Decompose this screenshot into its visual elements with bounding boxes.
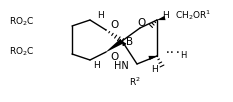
Text: H: H	[97, 12, 104, 21]
Text: O: O	[137, 18, 145, 28]
Text: $\mathregular{CH_2OR^1}$: $\mathregular{CH_2OR^1}$	[175, 8, 211, 22]
Text: H: H	[93, 60, 100, 69]
Text: B: B	[126, 37, 133, 47]
Polygon shape	[148, 56, 157, 60]
Text: O: O	[110, 52, 118, 62]
Text: $\mathregular{^{\bullet\bullet\bullet}}$H: $\mathregular{^{\bullet\bullet\bullet}}$…	[165, 49, 188, 60]
Text: H: H	[162, 11, 169, 19]
Text: $\mathregular{R^2}$: $\mathregular{R^2}$	[129, 76, 141, 88]
Text: $\mathregular{RO_2C}$: $\mathregular{RO_2C}$	[8, 16, 34, 28]
Text: H: H	[151, 64, 157, 74]
Polygon shape	[157, 16, 165, 20]
Text: O: O	[110, 20, 118, 30]
Text: $\mathregular{RO_2C}$: $\mathregular{RO_2C}$	[8, 46, 34, 58]
Text: HN: HN	[114, 61, 129, 71]
Polygon shape	[106, 39, 123, 52]
